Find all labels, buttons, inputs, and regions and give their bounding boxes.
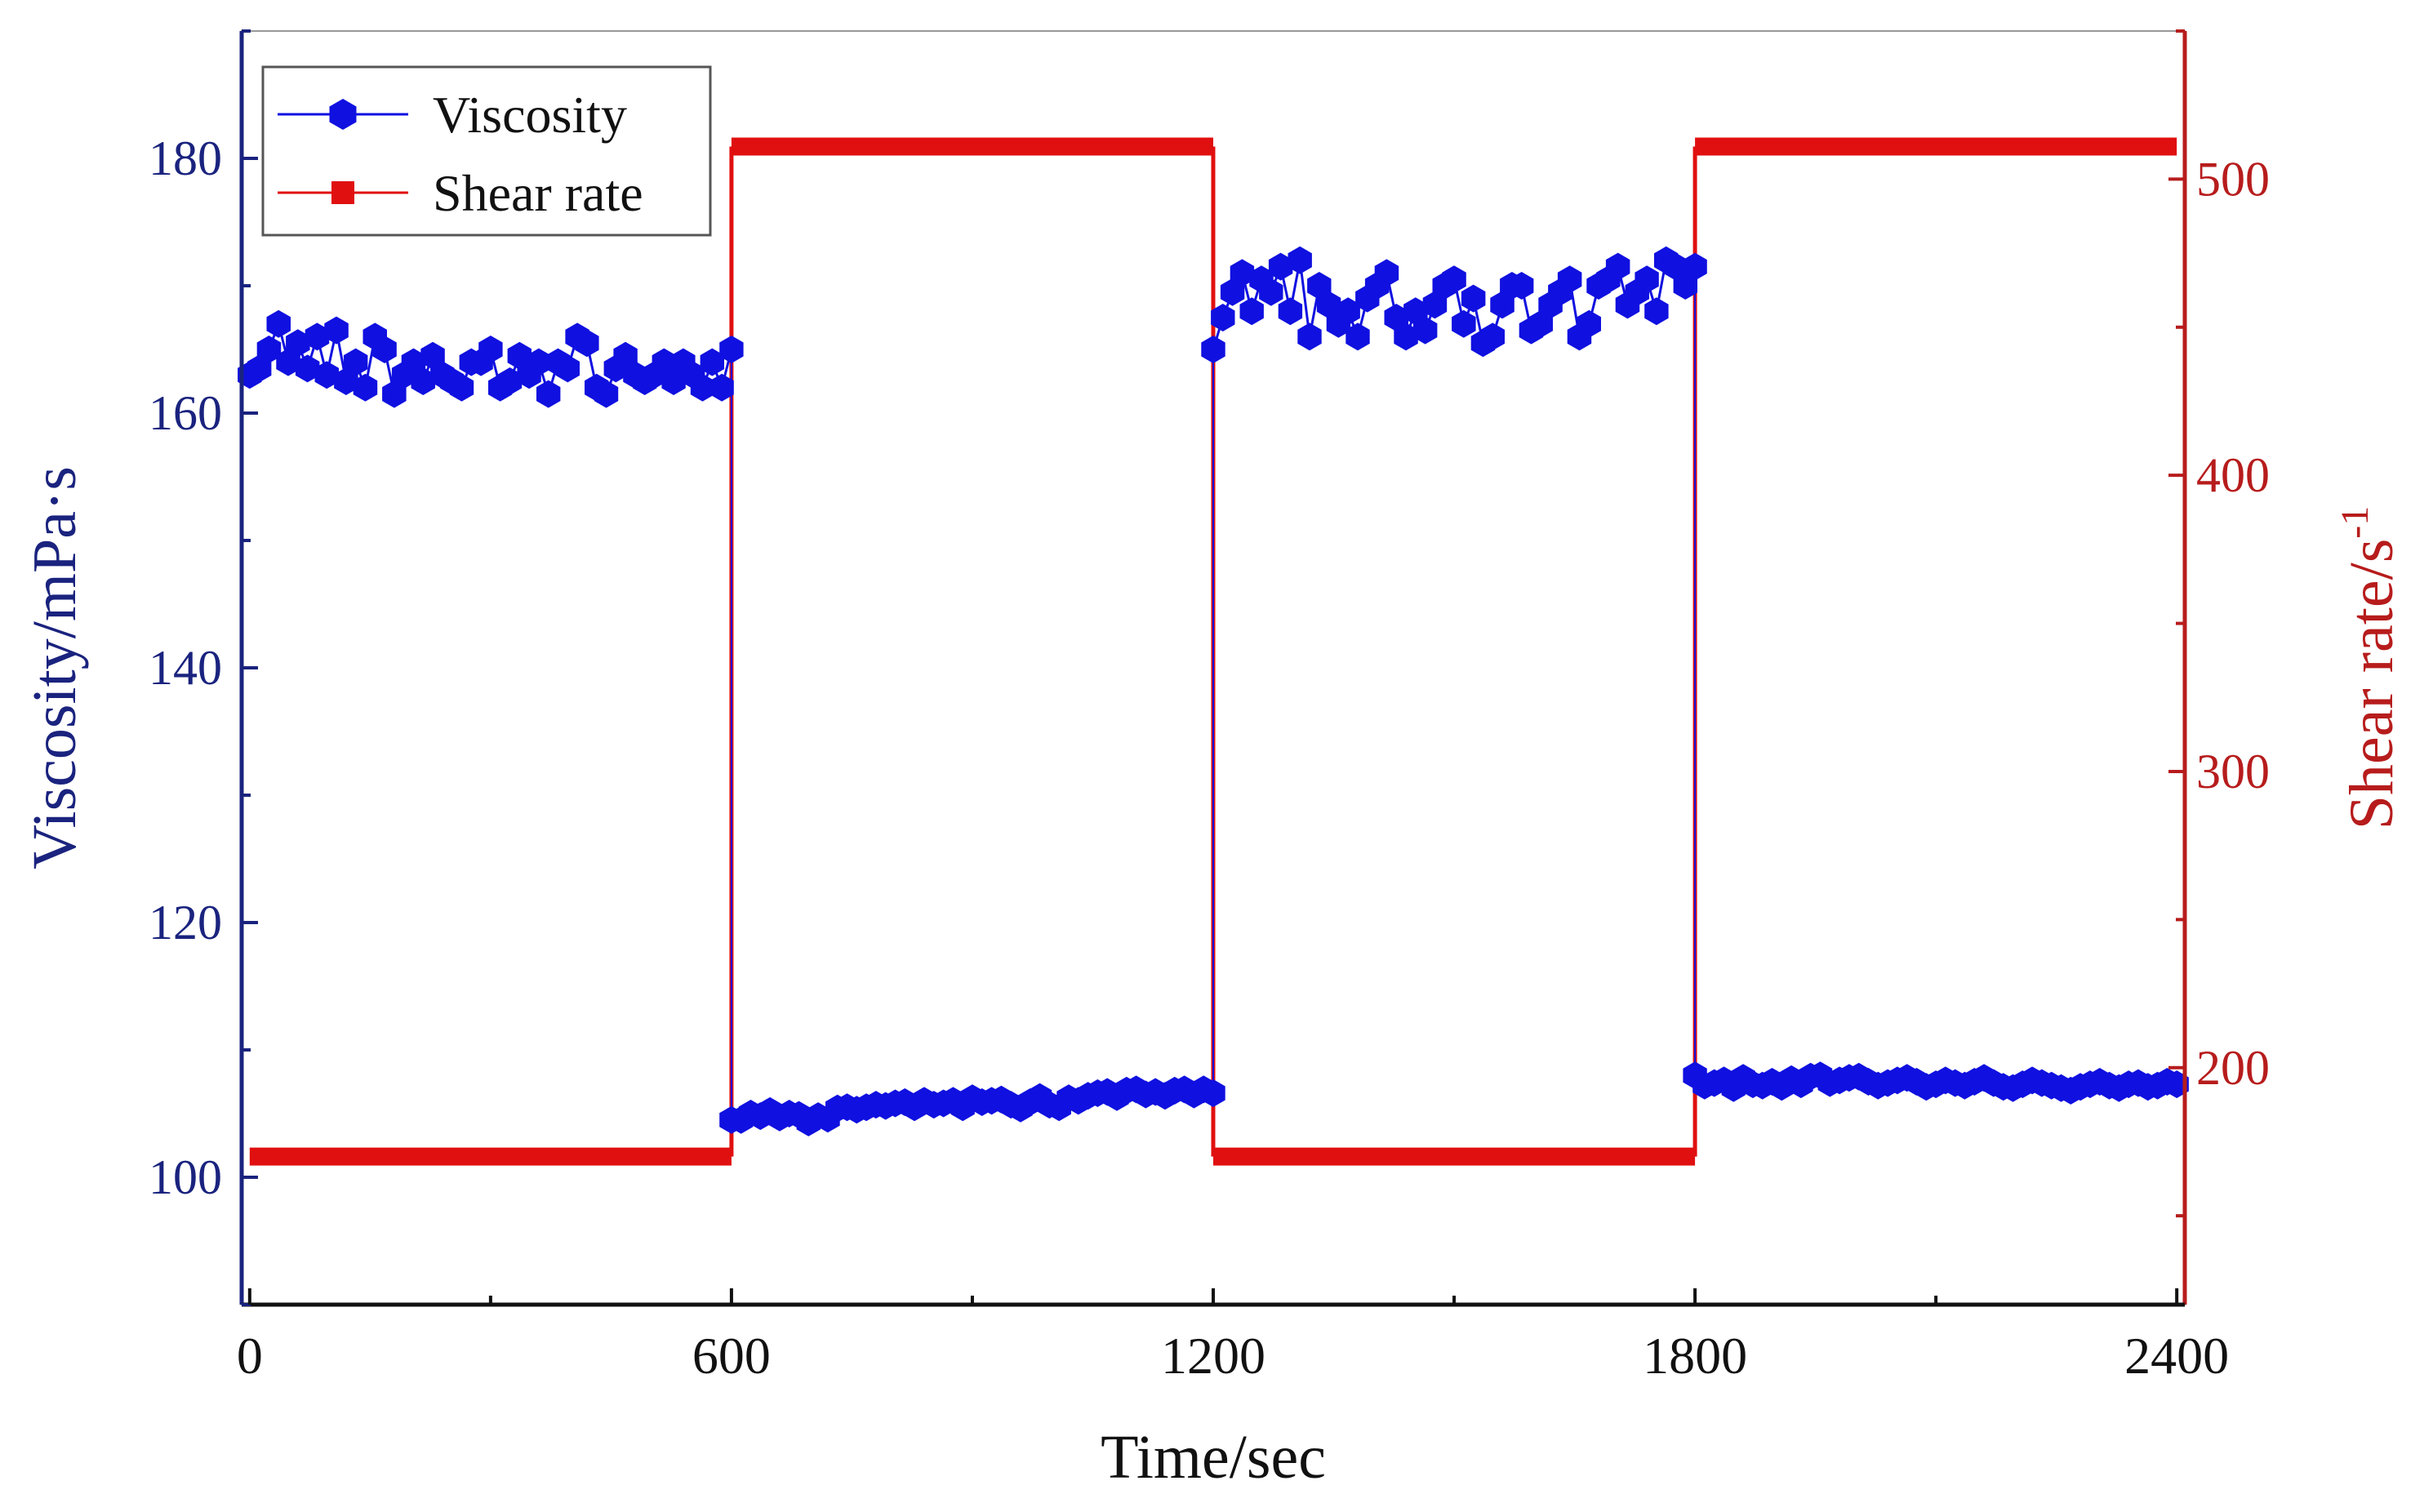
viscosity-point	[1452, 309, 1476, 338]
viscosity-point	[536, 380, 561, 408]
viscosity-point	[1577, 309, 1601, 338]
viscosity-point	[652, 348, 676, 376]
viscosity-point	[1635, 265, 1659, 294]
viscosity-point	[1345, 322, 1370, 351]
viscosity-point	[1528, 309, 1553, 338]
right-y-tick-label: 300	[2196, 745, 2270, 798]
viscosity-point	[1307, 272, 1332, 300]
y-axis-left-title: Viscosity/mPa·s	[20, 466, 89, 869]
legend-viscosity-marker	[329, 99, 357, 130]
viscosity-point	[314, 361, 339, 389]
viscosity-point	[276, 348, 300, 376]
viscosity-point	[305, 322, 330, 351]
viscosity-point	[507, 341, 532, 370]
x-tick-label: 0	[237, 1327, 263, 1385]
viscosity-point	[411, 367, 435, 395]
viscosity-point	[661, 367, 686, 395]
viscosity-point	[527, 348, 551, 376]
viscosity-point	[353, 373, 378, 402]
viscosity-point	[1394, 322, 1418, 351]
left-y-tick-label: 100	[149, 1150, 222, 1204]
x-axis-title: Time/sec	[1101, 1423, 1326, 1492]
x-tick-label: 600	[692, 1327, 771, 1385]
viscosity-point	[1316, 291, 1341, 319]
legend-viscosity-label: Viscosity	[433, 86, 627, 144]
right-y-tick-label: 500	[2196, 152, 2270, 206]
y-axis-right-title: Shear rate/s-1	[2333, 506, 2406, 830]
viscosity-point	[690, 373, 715, 402]
left-y-tick-label: 120	[149, 896, 222, 949]
viscosity-point	[449, 373, 474, 402]
viscosity-point	[1297, 322, 1322, 351]
legend-box	[261, 65, 712, 237]
viscosity-point	[1442, 265, 1466, 294]
viscosity-point	[1239, 297, 1264, 326]
viscosity-point	[719, 336, 744, 363]
viscosity-point	[420, 341, 445, 370]
right-y-tick-label: 400	[2196, 448, 2270, 502]
viscosity-point	[1259, 278, 1283, 306]
viscosity-point	[1230, 259, 1255, 287]
x-tick-label: 1200	[1161, 1327, 1265, 1385]
left-y-ticks: 100 120 140 160 180	[149, 29, 258, 1306]
viscosity-point	[1336, 297, 1360, 326]
viscosity-point	[709, 373, 734, 402]
viscosity-point	[497, 367, 523, 395]
viscosity-point	[1201, 1079, 1225, 1107]
y-axis-right-title-exponent: -1	[2333, 506, 2377, 539]
left-y-tick-label: 140	[149, 641, 222, 695]
left-y-tick-label: 180	[149, 131, 222, 185]
viscosity-point	[1557, 265, 1582, 294]
viscosity-point	[575, 329, 599, 358]
viscosity-point	[1605, 252, 1630, 281]
viscosity-point	[1384, 304, 1408, 331]
viscosity-point	[286, 329, 310, 358]
viscosity-point	[1683, 252, 1707, 281]
legend-shear-label: Shear rate	[433, 164, 643, 222]
viscosity-point	[594, 380, 619, 408]
viscosity-point	[1509, 272, 1534, 300]
viscosity-point	[1480, 322, 1505, 351]
right-y-tick-label: 200	[2196, 1041, 2270, 1095]
y-axis-right-title-base: Shear rate/s	[2337, 539, 2406, 830]
viscosity-point	[382, 380, 407, 408]
viscosity-point	[256, 336, 282, 363]
x-tick-label: 2400	[2124, 1327, 2229, 1385]
viscosity-point	[555, 354, 580, 383]
viscosity-point	[1374, 259, 1399, 287]
viscosity-point	[700, 348, 724, 376]
x-ticks: 0 600 1200 1800 2400	[237, 1288, 2229, 1385]
viscosity-point	[295, 354, 320, 383]
viscosity-point	[334, 367, 358, 395]
viscosity-point	[324, 316, 349, 345]
viscosity-point	[1288, 246, 1312, 274]
viscosity-point	[266, 309, 291, 338]
viscosity-point	[1201, 336, 1225, 363]
viscosity-point	[1412, 316, 1438, 345]
viscosity-point	[247, 354, 272, 383]
viscosity-point	[1490, 291, 1515, 319]
viscosity-point	[1461, 284, 1486, 313]
viscosity-point	[478, 336, 503, 363]
viscosity-point	[1220, 278, 1245, 306]
viscosity-point	[372, 336, 397, 363]
viscosity-point	[1211, 304, 1235, 331]
viscosity-series	[238, 246, 2189, 1136]
viscosity-point	[343, 348, 368, 376]
viscosity-point	[1644, 297, 1669, 326]
viscosity-point	[1663, 252, 1688, 281]
legend-shear-marker	[331, 181, 354, 204]
viscosity-point	[1278, 297, 1303, 326]
x-tick-label: 1800	[1643, 1327, 1747, 1385]
viscosity-point	[401, 348, 426, 376]
legend: Viscosity Shear rate	[261, 65, 712, 237]
viscosity-point	[1268, 252, 1293, 281]
right-y-ticks: 200 300 400 500	[2168, 29, 2270, 1218]
left-y-tick-label: 160	[149, 386, 222, 440]
viscosity-point	[1422, 291, 1448, 319]
viscosity-point	[1403, 297, 1428, 326]
viscosity-point	[613, 341, 638, 370]
viscosity-point	[1673, 272, 1697, 300]
